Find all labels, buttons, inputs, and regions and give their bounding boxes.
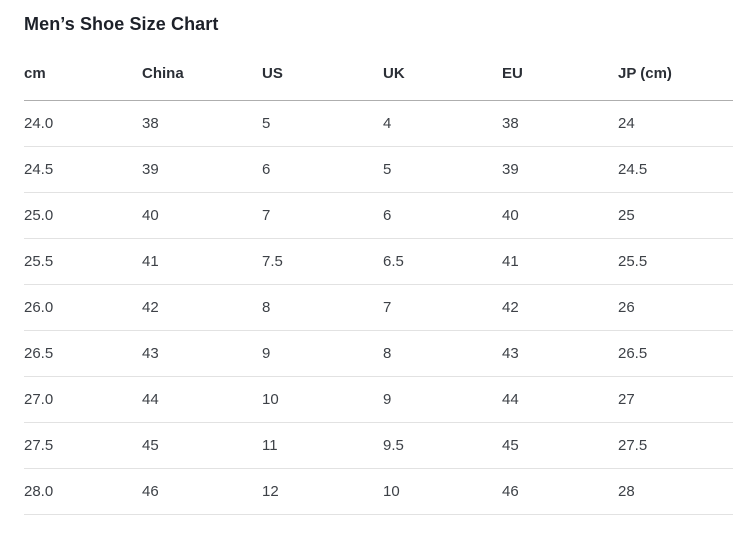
table-cell: 40: [142, 192, 262, 239]
table-cell: 39: [142, 146, 262, 193]
table-row: 27.5 45 11 9.5 45 27.5: [24, 422, 733, 469]
table-body: 24.0 38 5 4 38 24 24.5 39 6 5 39 24.5 25.0 40 7 6 40 25 25…: [24, 100, 733, 515]
table-cell: 9: [383, 376, 502, 423]
table-cell: 27.5: [24, 422, 142, 469]
table-cell: 24: [618, 100, 733, 147]
table-row: 24.5 39 6 5 39 24.5: [24, 146, 733, 193]
table-cell: 6: [383, 192, 502, 239]
table-cell: 44: [502, 376, 618, 423]
table-cell: 24.5: [618, 146, 733, 193]
table-cell: 9.5: [383, 422, 502, 469]
table-cell: 10: [262, 376, 383, 423]
table-cell: 6.5: [383, 238, 502, 285]
table-cell: 10: [383, 468, 502, 515]
page-title: Men’s Shoe Size Chart: [24, 14, 219, 34]
table-cell: 26.0: [24, 284, 142, 331]
table-cell: 25.0: [24, 192, 142, 239]
table-cell: 41: [502, 238, 618, 285]
table-cell: 26.5: [24, 330, 142, 377]
table-cell: 27: [618, 376, 733, 423]
table-row: 26.0 42 8 7 42 26: [24, 284, 733, 331]
table-cell: 39: [502, 146, 618, 193]
table-cell: 8: [383, 330, 502, 377]
table-cell: 44: [142, 376, 262, 423]
table-cell: 46: [502, 468, 618, 515]
table-header-row: cm China US UK EU JP (cm): [24, 64, 733, 101]
table-cell: 25: [618, 192, 733, 239]
table-cell: 12: [262, 468, 383, 515]
table-cell: 26.5: [618, 330, 733, 377]
table-cell: 5: [262, 100, 383, 147]
table-cell: 7: [383, 284, 502, 331]
table-cell: 43: [142, 330, 262, 377]
table-cell: 28: [618, 468, 733, 515]
table-cell: 38: [142, 100, 262, 147]
table-cell: 26: [618, 284, 733, 331]
table-cell: 7.5: [262, 238, 383, 285]
table-cell: 5: [383, 146, 502, 193]
table-cell: 4: [383, 100, 502, 147]
table-cell: 40: [502, 192, 618, 239]
table-cell: 8: [262, 284, 383, 331]
table-cell: 45: [502, 422, 618, 469]
table-row: 25.5 41 7.5 6.5 41 25.5: [24, 238, 733, 285]
table-cell: 11: [262, 422, 383, 469]
table-cell: 46: [142, 468, 262, 515]
table-cell: 27.0: [24, 376, 142, 423]
table-cell: 7: [262, 192, 383, 239]
column-header-jp-cm: JP (cm): [618, 64, 733, 101]
table-cell: 27.5: [618, 422, 733, 469]
column-header-uk: UK: [383, 64, 502, 101]
shoe-size-table: cm China US UK EU JP (cm) 24.0 38 5 4 38 24 24.5 39 6…: [24, 64, 733, 515]
table-cell: 42: [502, 284, 618, 331]
table-cell: 42: [142, 284, 262, 331]
table-cell: 24.0: [24, 100, 142, 147]
table-row: 28.0 46 12 10 46 28: [24, 468, 733, 515]
table-cell: 6: [262, 146, 383, 193]
table-cell: 45: [142, 422, 262, 469]
table-cell: 38: [502, 100, 618, 147]
column-header-cm: cm: [24, 64, 142, 101]
table-row: 25.0 40 7 6 40 25: [24, 192, 733, 239]
table-cell: 41: [142, 238, 262, 285]
column-header-china: China: [142, 64, 262, 101]
table-row: 24.0 38 5 4 38 24: [24, 100, 733, 147]
table-cell: 25.5: [618, 238, 733, 285]
table-cell: 24.5: [24, 146, 142, 193]
column-header-eu: EU: [502, 64, 618, 101]
column-header-us: US: [262, 64, 383, 101]
table-cell: 9: [262, 330, 383, 377]
table-row: 26.5 43 9 8 43 26.5: [24, 330, 733, 377]
table-cell: 28.0: [24, 468, 142, 515]
table-cell: 43: [502, 330, 618, 377]
table-cell: 25.5: [24, 238, 142, 285]
table-row: 27.0 44 10 9 44 27: [24, 376, 733, 423]
